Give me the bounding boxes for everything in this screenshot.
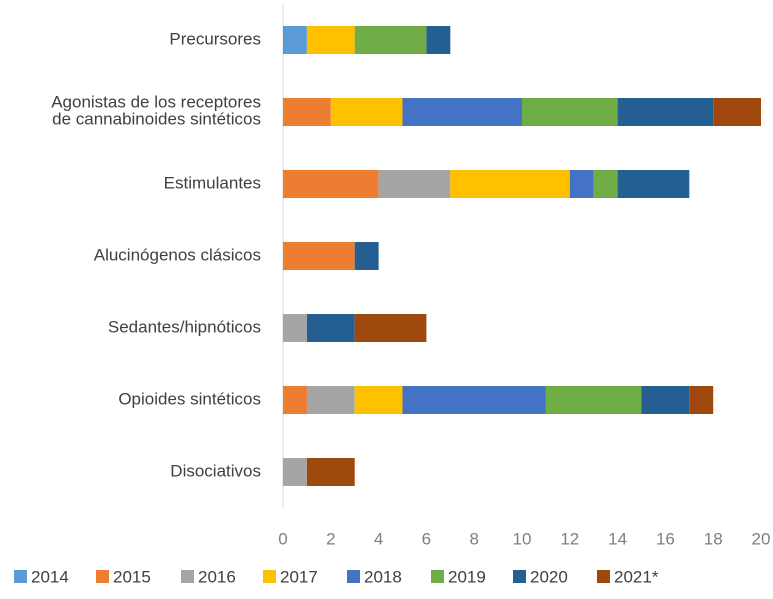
bar-segment [354,26,427,54]
legend-label: 2019 [448,567,486,586]
legend-label: 2021* [614,567,659,586]
bar-segment [306,314,355,342]
bar-segment [617,98,714,126]
x-tick-label: 20 [752,529,771,548]
bar-segment [306,386,355,414]
legend-swatch [14,570,27,583]
legend-label: 2018 [364,567,402,586]
y-tick-label: Alucinógenos clásicos [94,245,261,264]
bar-segment [426,26,451,54]
bar-segment [641,386,690,414]
legend-swatch [431,570,444,583]
legend-label: 2016 [198,567,236,586]
x-tick-label: 4 [374,529,383,548]
y-tick-label: Sedantes/hipnóticos [108,317,261,336]
x-tick-label: 8 [469,529,478,548]
bar-segment [283,386,307,414]
bar-segment [283,170,379,198]
bar-segment [617,170,690,198]
legend-label: 2014 [31,567,69,586]
legend-swatch [347,570,360,583]
bar-segment [378,170,451,198]
bar-segment [402,98,522,126]
y-tick-label: Precursores [169,29,261,48]
bar-segment [283,26,307,54]
bar-segment [306,458,355,486]
bar-segment [354,242,379,270]
bar-segment [689,386,714,414]
legend-swatch [96,570,109,583]
bar-segment [283,314,307,342]
x-tick-label: 0 [278,529,287,548]
bar-segment [450,170,570,198]
bar-segment [354,386,403,414]
x-tick-label: 6 [422,529,431,548]
bar-segment [545,386,642,414]
bar-segment [522,98,618,126]
x-tick-label: 14 [608,529,627,548]
bar-segment [402,386,546,414]
x-tick-label: 16 [656,529,675,548]
bar-segment [283,458,307,486]
y-tick-label: Estimulantes [164,173,261,192]
y-tick-label: Disociativos [170,461,261,480]
bar-segment [354,314,427,342]
bar-segment [593,170,618,198]
legend-label: 2017 [280,567,318,586]
bar-segment [713,98,761,126]
y-tick-label: Opioides sintéticos [118,389,261,408]
bar-segment [283,98,331,126]
x-tick-label: 10 [513,529,532,548]
legend-swatch [597,570,610,583]
x-tick-label: 18 [704,529,723,548]
bar-segment [330,98,403,126]
legend-label: 2020 [530,567,568,586]
legend-swatch [513,570,526,583]
bar-segment [569,170,594,198]
bar-segment [306,26,355,54]
legend-swatch [181,570,194,583]
legend-swatch [263,570,276,583]
legend-label: 2015 [113,567,151,586]
x-tick-label: 12 [560,529,579,548]
y-tick-label: Agonistas de los receptores de cannabinoi… [51,93,261,129]
bar-segment [283,242,355,270]
x-tick-label: 2 [326,529,335,548]
